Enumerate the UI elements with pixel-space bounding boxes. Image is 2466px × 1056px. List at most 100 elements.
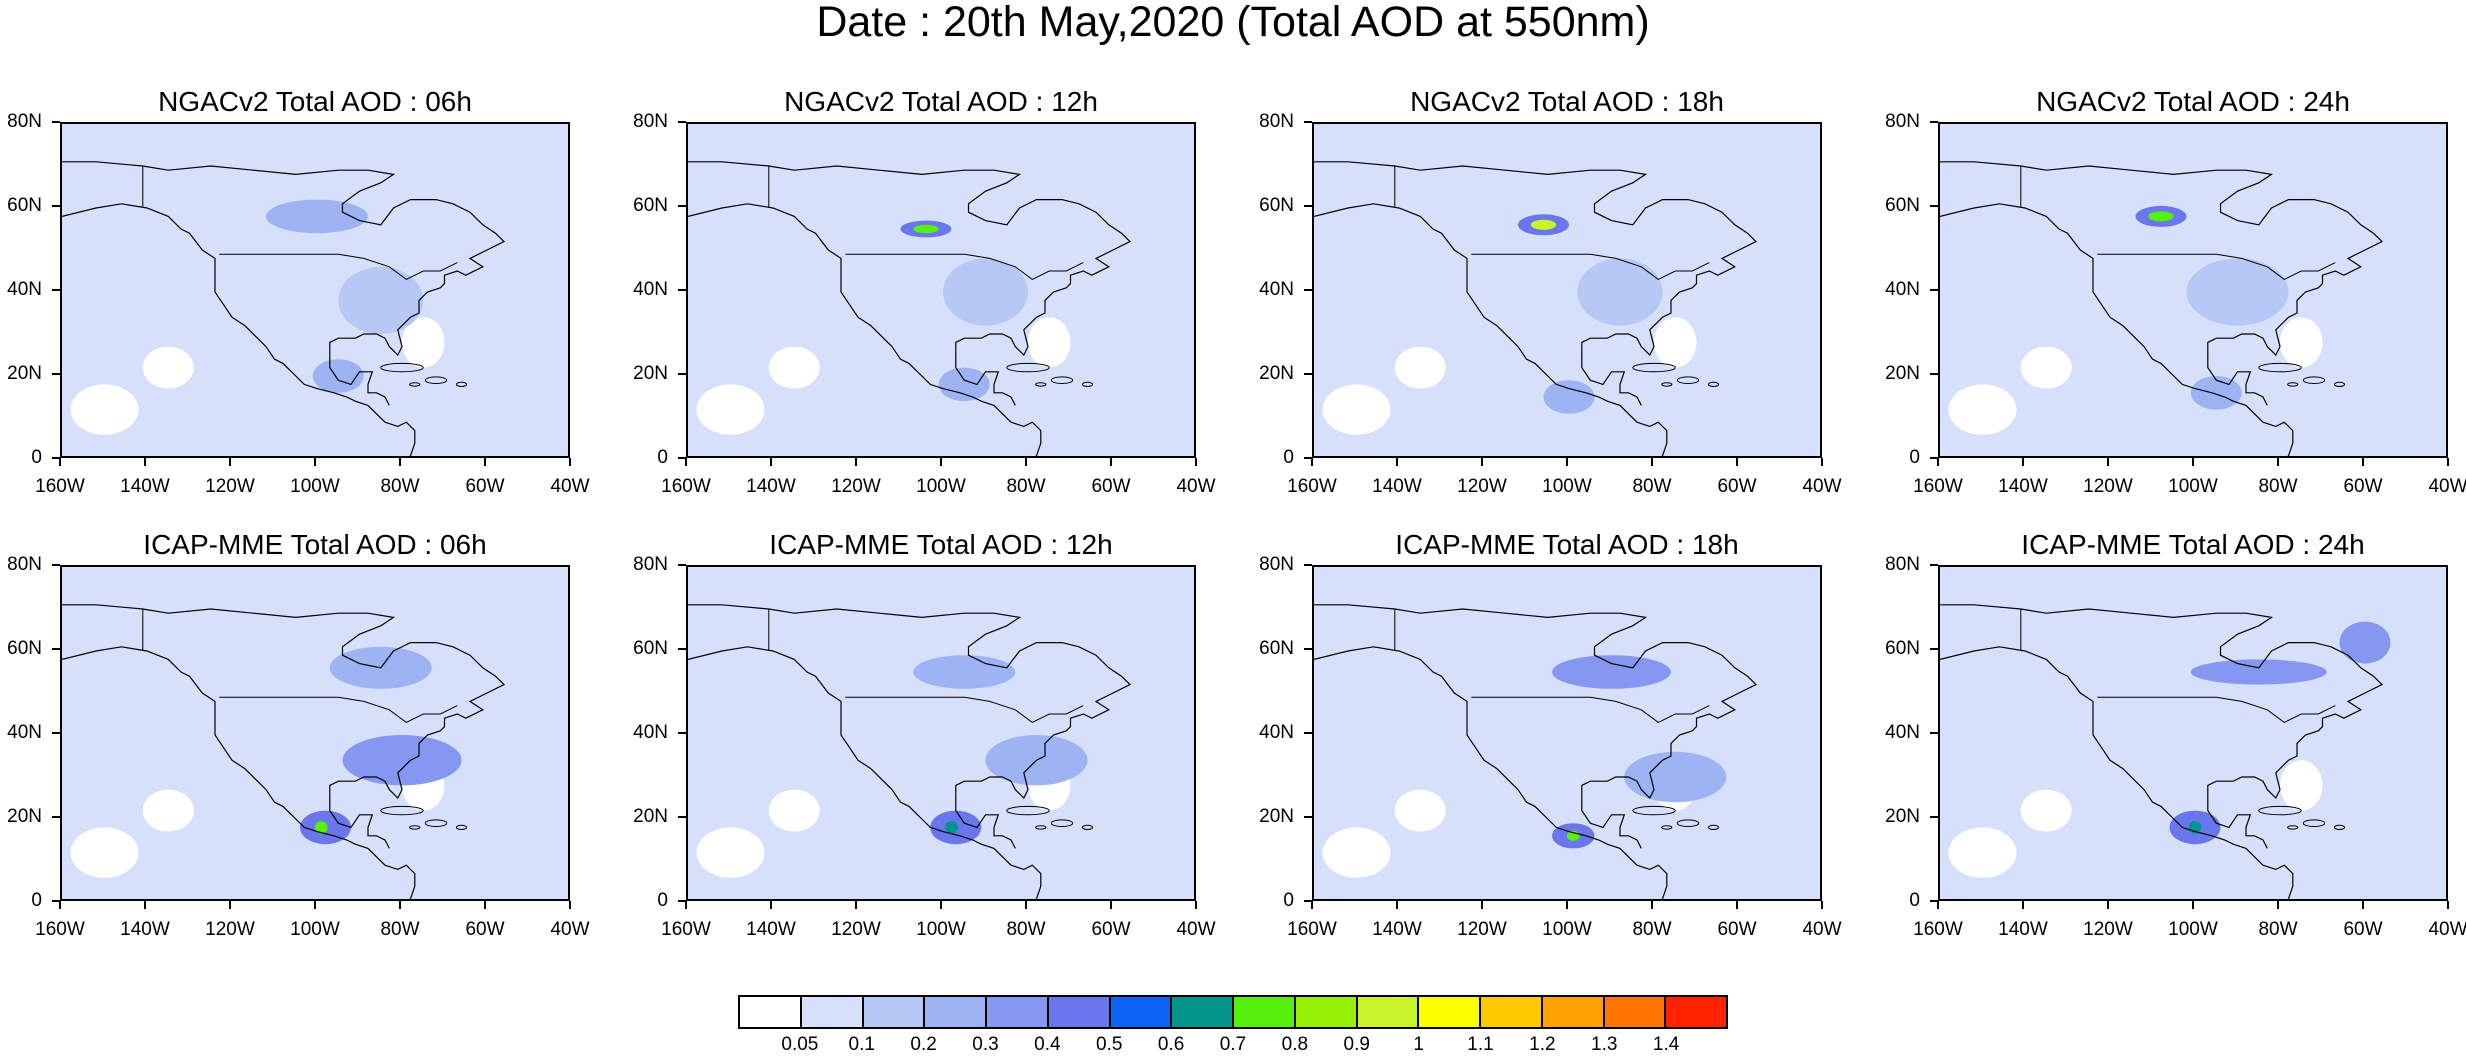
colorbar-swatch (1234, 997, 1296, 1027)
x-tick-label: 120W (205, 476, 255, 497)
x-tick-label: 80W (1006, 476, 1046, 497)
island-outline (2287, 382, 2299, 387)
x-tick (1651, 901, 1653, 909)
colorbar-label: 1.2 (1529, 1034, 1556, 1055)
coastline (688, 161, 1132, 357)
x-tick (2447, 901, 2449, 909)
y-tick-label: 40N (633, 279, 668, 300)
aod-plume (913, 224, 939, 234)
x-tick (770, 901, 772, 909)
x-tick (1195, 901, 1197, 909)
island-outline (424, 819, 448, 828)
x-tick-label: 140W (1998, 919, 2048, 940)
island-outline (409, 825, 421, 830)
x-tick (1937, 901, 1939, 909)
map-panel: NGACv2 Total AOD : 12h 80N 60N 40N 20N 0 160W… (626, 85, 1226, 555)
map-canvas (688, 604, 1132, 899)
colorbar-label: 0.1 (848, 1034, 875, 1055)
low-aod-patch (402, 317, 445, 368)
aod-plume (266, 199, 368, 234)
x-tick-label: 140W (120, 476, 170, 497)
country-border (1471, 253, 1710, 280)
low-aod-patch (1028, 317, 1071, 368)
y-tick-label: 60N (1259, 195, 1294, 216)
island-outline (1050, 819, 1074, 828)
x-tick (2107, 458, 2109, 466)
y-tick-label: 0 (1909, 447, 1920, 468)
x-tick (1110, 901, 1112, 909)
y-tick (52, 121, 60, 123)
island-outline (1707, 381, 1720, 387)
island-outline (455, 824, 468, 830)
panel-title: ICAP-MME Total AOD : 06h (143, 529, 487, 560)
island-outline (1676, 376, 1700, 385)
coastline (2207, 793, 2268, 849)
y-tick-label: 60N (1885, 638, 1920, 659)
low-aod-patch (1394, 789, 1446, 832)
y-tick (52, 648, 60, 650)
x-tick-label: 140W (120, 919, 170, 940)
x-tick-label: 60W (1091, 476, 1131, 497)
x-tick (685, 458, 687, 466)
island-outline (1050, 376, 1074, 385)
y-tick (1304, 648, 1312, 650)
map-plot (1312, 565, 1822, 901)
y-tick (52, 373, 60, 375)
colorbar-swatch (1048, 997, 1111, 1027)
map-panel: NGACv2 Total AOD : 24h 80N 60N 40N 20N 0 160W… (1878, 85, 2466, 555)
y-tick-label: 40N (1259, 722, 1294, 743)
aod-plume (938, 367, 990, 402)
y-tick-label: 80N (633, 554, 668, 575)
x-tick-label: 40W (1176, 476, 1216, 497)
x-tick (1937, 458, 1939, 466)
y-tick (678, 732, 686, 734)
x-tick-label: 120W (2083, 919, 2133, 940)
aod-plume (1624, 751, 1727, 803)
coastline (688, 604, 1132, 800)
x-tick-label: 80W (2258, 476, 2298, 497)
y-tick (52, 289, 60, 291)
x-tick-label: 60W (1717, 919, 1757, 940)
low-aod-patch (1322, 827, 1391, 878)
colorbar-swatch (1357, 997, 1420, 1027)
x-tick-label: 100W (2168, 476, 2218, 497)
y-tick (52, 732, 60, 734)
x-tick (1566, 458, 1568, 466)
low-aod-patch (70, 827, 139, 878)
x-tick (1025, 458, 1027, 466)
map-plot (1938, 565, 2448, 901)
y-tick (678, 816, 686, 818)
y-tick (678, 648, 686, 650)
x-tick (399, 458, 401, 466)
colorbar-label: 1.1 (1467, 1034, 1494, 1055)
y-tick (1304, 564, 1312, 566)
country-border (219, 696, 458, 723)
y-tick (1930, 564, 1938, 566)
y-tick (1930, 205, 1938, 207)
x-tick (1651, 458, 1653, 466)
coastline (62, 604, 506, 800)
y-tick-label: 0 (657, 890, 668, 911)
island-outline (2258, 805, 2302, 816)
y-tick (1930, 373, 1938, 375)
x-tick-label: 140W (1998, 476, 2048, 497)
y-tick-label: 40N (7, 722, 42, 743)
island-outline (2258, 362, 2302, 373)
x-tick-label: 100W (916, 919, 966, 940)
colorbar-swatch (863, 997, 926, 1027)
colorbar-label: 1.3 (1591, 1034, 1618, 1055)
y-tick-label: 20N (1259, 806, 1294, 827)
island-outline (1006, 362, 1050, 373)
island-outline (1632, 362, 1676, 373)
x-tick-label: 140W (746, 476, 796, 497)
colorbar-swatch (1666, 997, 1726, 1027)
y-tick (1930, 648, 1938, 650)
map-canvas (62, 604, 506, 899)
island-outline (424, 376, 448, 385)
x-tick-label: 80W (1632, 919, 1672, 940)
aod-plume (1552, 655, 1671, 689)
country-border (845, 253, 1084, 280)
map-canvas (1940, 604, 2391, 899)
x-tick (685, 901, 687, 909)
colorbar-label: 0.05 (781, 1034, 819, 1055)
